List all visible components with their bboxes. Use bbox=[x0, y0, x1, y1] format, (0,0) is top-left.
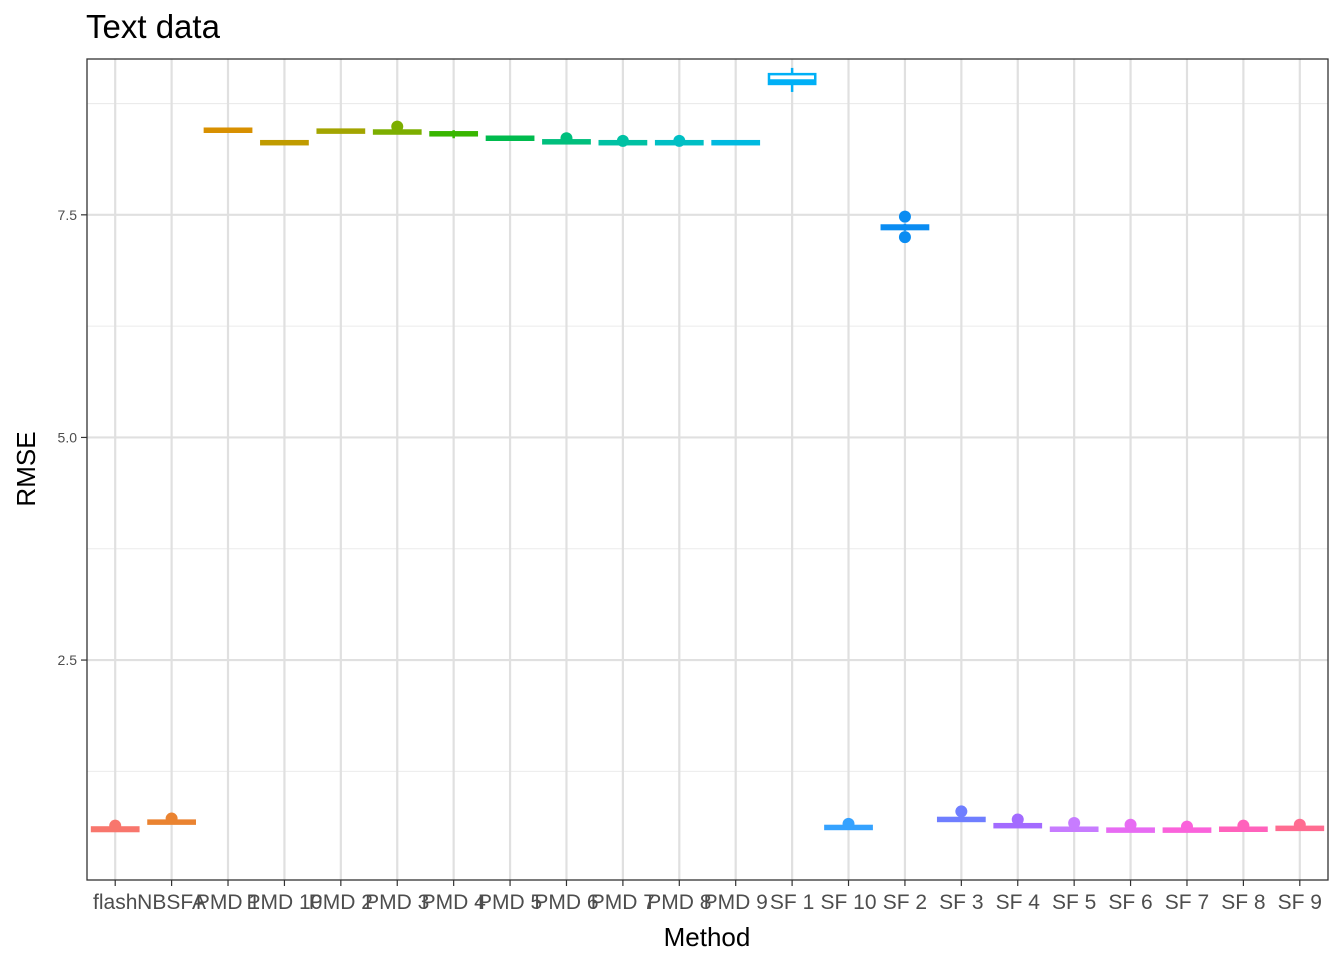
box-pmd-3 bbox=[372, 120, 422, 135]
box-pmd-9 bbox=[711, 139, 761, 146]
box-pmd-1 bbox=[203, 127, 253, 133]
box-outlier-point bbox=[109, 819, 122, 832]
y-axis: 2.5 5.0 7.5 bbox=[58, 207, 87, 668]
box-outlier-point bbox=[842, 817, 855, 830]
box-outlier-point bbox=[165, 812, 178, 825]
box-sf-2 bbox=[880, 210, 930, 244]
box-outlier-point bbox=[1068, 817, 1081, 830]
plot-border bbox=[86, 58, 1329, 881]
box-outlier-point bbox=[1011, 813, 1024, 826]
x-tick-label: SF 6 bbox=[1108, 891, 1152, 914]
x-tick-label: PMD 4 bbox=[422, 891, 487, 914]
box-pmd-2 bbox=[316, 128, 366, 134]
y-tick-label: 2.5 bbox=[58, 652, 78, 668]
x-tick-label: SF 9 bbox=[1278, 891, 1322, 914]
x-tick-label: SF 10 bbox=[821, 891, 877, 914]
x-tick-label: PMD 9 bbox=[704, 891, 768, 914]
y-tick-label: 5.0 bbox=[58, 429, 78, 445]
box-sf-8 bbox=[1219, 819, 1268, 832]
box-sf-5 bbox=[1049, 817, 1099, 832]
box-flash bbox=[90, 819, 140, 833]
box-sf-7 bbox=[1162, 820, 1212, 833]
box-outlier-point bbox=[955, 805, 968, 818]
x-tick-label: SF 2 bbox=[883, 891, 927, 914]
box-outlier-point bbox=[1293, 818, 1306, 831]
box-sf-6 bbox=[1106, 818, 1155, 833]
box-outlier-point bbox=[391, 120, 404, 133]
box-pmd-4 bbox=[429, 130, 479, 139]
box-pmd-10 bbox=[260, 139, 309, 146]
x-tick-label: PMD 5 bbox=[478, 891, 542, 914]
x-tick-label: PMD 3 bbox=[365, 891, 429, 914]
x-tick-label: PMD 7 bbox=[591, 891, 655, 914]
x-tick-label: PMD 1 bbox=[196, 891, 260, 914]
box-pmd-8 bbox=[654, 134, 704, 147]
x-tick-label: NBSFA bbox=[137, 891, 206, 914]
box-sf-3 bbox=[936, 805, 986, 823]
x-tick-label: PMD 6 bbox=[534, 891, 598, 914]
box-outlier-point bbox=[898, 210, 911, 223]
plot-panel bbox=[87, 59, 1328, 880]
x-tick-label: SF 5 bbox=[1052, 891, 1096, 914]
x-tick-label: flash bbox=[93, 891, 137, 914]
box-pmd-5 bbox=[485, 135, 535, 142]
box-sf-10 bbox=[824, 817, 873, 831]
box-outlier-point bbox=[898, 231, 911, 244]
box-sf-9 bbox=[1275, 818, 1325, 832]
grid-lines bbox=[87, 59, 1328, 880]
box-outlier-point bbox=[673, 134, 686, 147]
box-sf-4 bbox=[993, 813, 1043, 829]
x-tick-label: PMD 8 bbox=[647, 891, 711, 914]
box-body bbox=[767, 72, 817, 86]
boxplot-series bbox=[90, 67, 1325, 833]
y-tick-label: 7.5 bbox=[58, 207, 78, 223]
box-sf-1 bbox=[767, 67, 817, 92]
x-tick-label: SF 1 bbox=[770, 891, 814, 914]
chart-title: Text data bbox=[86, 8, 221, 45]
x-tick-label: PMD 2 bbox=[309, 891, 373, 914]
x-tick-label: SF 3 bbox=[939, 891, 983, 914]
box-outlier-point bbox=[560, 132, 573, 145]
box-outlier-point bbox=[1237, 819, 1250, 832]
x-tick-label: SF 7 bbox=[1165, 891, 1209, 914]
x-axis-title: Method bbox=[664, 922, 751, 952]
box-outlier-point bbox=[616, 134, 629, 147]
box-outlier-point bbox=[1124, 818, 1137, 831]
box-outlier-point bbox=[1180, 820, 1193, 833]
box-pmd-6 bbox=[542, 132, 591, 145]
x-tick-label: SF 8 bbox=[1221, 891, 1265, 914]
box-nbsfa bbox=[147, 812, 196, 825]
y-axis-title: RMSE bbox=[11, 431, 41, 506]
box-pmd-7 bbox=[598, 134, 648, 147]
x-tick-label: SF 4 bbox=[996, 891, 1041, 914]
x-tick-label: PMD 10 bbox=[247, 891, 323, 914]
